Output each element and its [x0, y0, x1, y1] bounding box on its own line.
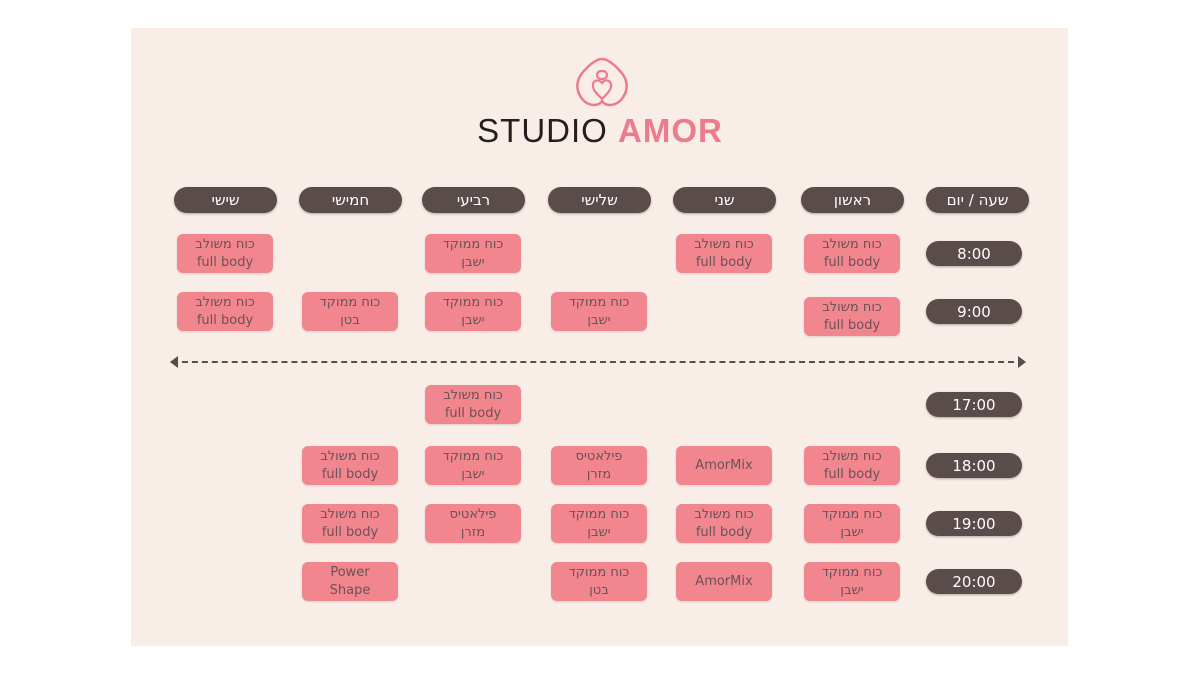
class-name-line: Shape: [329, 582, 371, 598]
class-name-line: full body: [823, 466, 881, 482]
class-name-line: ישבן: [840, 582, 864, 598]
class-cell: כוח משולב full body: [177, 234, 273, 273]
class-name-line: כוח משולב: [195, 236, 255, 252]
class-name-line: כוח ממוקד: [568, 564, 630, 580]
class-name-line: כוח ממוקד: [821, 564, 883, 580]
class-cell: כוח משולב full body: [804, 234, 900, 273]
class-cell: כוח משולב full body: [425, 385, 521, 424]
class-name-line: כוח משולב: [320, 448, 380, 464]
class-name-line: ישבן: [461, 466, 485, 482]
class-name-line: כוח משולב: [443, 387, 503, 403]
class-cell: כוח ממוקד ישבן: [551, 292, 647, 331]
class-name-line: full body: [823, 254, 881, 270]
time-slot: 8:00: [926, 241, 1022, 266]
class-cell: כוח משולב full body: [302, 504, 398, 543]
class-cell: כוח ממוקד בטן: [551, 562, 647, 601]
class-cell: כוח ממוקד בטן: [302, 292, 398, 331]
class-cell: כוח ממוקד ישבן: [425, 446, 521, 485]
class-name-line: full body: [321, 466, 379, 482]
class-name-line: כוח ממוקד: [442, 448, 504, 464]
class-name-line: AmorMix: [695, 573, 753, 589]
class-cell: כוח משולב full body: [804, 297, 900, 336]
class-name-line: AmorMix: [695, 457, 753, 473]
brand-name-bold: AMOR: [618, 112, 723, 149]
header-day: שלישי: [548, 187, 651, 213]
class-name-line: full body: [196, 312, 254, 328]
class-name-line: כוח משולב: [822, 236, 882, 252]
class-name-line: כוח ממוקד: [821, 506, 883, 522]
dashed-divider: [172, 361, 1024, 363]
time-slot: 17:00: [926, 392, 1022, 417]
header-day: שישי: [174, 187, 277, 213]
class-name-line: מזרן: [586, 466, 612, 482]
class-name-line: פילאטיס: [575, 448, 623, 464]
header-time-day: שעה / יום: [926, 187, 1029, 213]
schedule-poster: [131, 28, 1068, 646]
class-name-line: full body: [444, 405, 502, 421]
header-day: חמישי: [299, 187, 402, 213]
class-name-line: ישבן: [840, 524, 864, 540]
class-cell: Power Shape: [302, 562, 398, 601]
class-cell: כוח ממוקד ישבן: [551, 504, 647, 543]
time-slot: 9:00: [926, 299, 1022, 324]
class-name-line: כוח ממוקד: [568, 294, 630, 310]
class-cell: כוח משולב full body: [302, 446, 398, 485]
heart-lock-icon: [576, 57, 628, 107]
class-cell: כוח ממוקד ישבן: [425, 234, 521, 273]
class-name-line: ישבן: [461, 312, 485, 328]
arrow-right-icon: [1018, 356, 1026, 368]
class-cell: פילאטיס מזרן: [551, 446, 647, 485]
class-name-line: כוח ממוקד: [442, 294, 504, 310]
class-cell: כוח ממוקד ישבן: [804, 504, 900, 543]
class-name-line: full body: [695, 254, 753, 270]
class-cell: כוח משולב full body: [177, 292, 273, 331]
class-name-line: כוח משולב: [195, 294, 255, 310]
class-name-line: full body: [695, 524, 753, 540]
class-name-line: בטן: [340, 312, 360, 328]
time-slot: 18:00: [926, 453, 1022, 478]
arrow-left-icon: [170, 356, 178, 368]
class-name-line: פילאטיס: [449, 506, 497, 522]
class-cell: כוח משולב full body: [804, 446, 900, 485]
time-slot: 20:00: [926, 569, 1022, 594]
class-cell: AmorMix: [676, 562, 772, 601]
class-name-line: full body: [321, 524, 379, 540]
class-name-line: כוח ממוקד: [319, 294, 381, 310]
class-cell: AmorMix: [676, 446, 772, 485]
class-name-line: כוח ממוקד: [568, 506, 630, 522]
class-name-line: מזרן: [460, 524, 486, 540]
class-name-line: full body: [823, 317, 881, 333]
brand-title: STUDIO AMOR: [0, 112, 1200, 150]
header-day: רביעי: [422, 187, 525, 213]
class-cell: כוח ממוקד ישבן: [425, 292, 521, 331]
class-cell: כוח ממוקד ישבן: [804, 562, 900, 601]
class-name-line: full body: [196, 254, 254, 270]
class-name-line: כוח משולב: [694, 506, 754, 522]
class-name-line: כוח משולב: [320, 506, 380, 522]
class-cell: כוח משולב full body: [676, 234, 772, 273]
class-name-line: כוח ממוקד: [442, 236, 504, 252]
class-name-line: Power: [330, 564, 370, 580]
class-name-line: ישבן: [587, 524, 611, 540]
class-name-line: כוח משולב: [822, 299, 882, 315]
class-name-line: כוח משולב: [822, 448, 882, 464]
class-name-line: ישבן: [587, 312, 611, 328]
header-day: שני: [673, 187, 776, 213]
class-cell: פילאטיס מזרן: [425, 504, 521, 543]
class-cell: כוח משולב full body: [676, 504, 772, 543]
time-slot: 19:00: [926, 511, 1022, 536]
brand-name-light: STUDIO: [477, 112, 608, 149]
class-name-line: כוח משולב: [694, 236, 754, 252]
header-day: ראשון: [801, 187, 904, 213]
class-name-line: בטן: [589, 582, 609, 598]
class-name-line: ישבן: [461, 254, 485, 270]
